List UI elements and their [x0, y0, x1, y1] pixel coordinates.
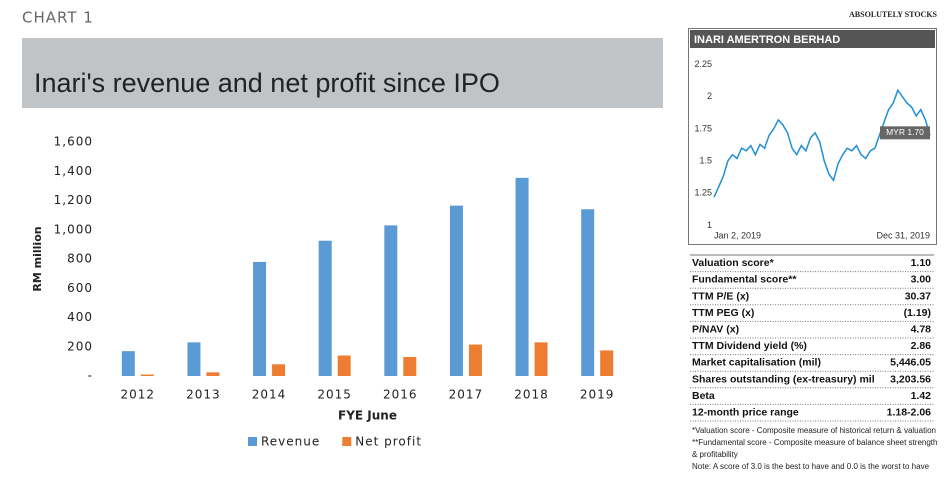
y-axis-title: RM million [31, 226, 44, 291]
legend-swatch [342, 437, 352, 446]
bar [534, 342, 548, 376]
y-tick-label: 1,000 [54, 222, 93, 236]
legend-label: Revenue [261, 435, 320, 449]
bar [449, 205, 463, 376]
y-tick-label: - [88, 369, 93, 383]
bar [272, 364, 286, 376]
bar [403, 356, 417, 376]
row-label: 12-month price range [692, 406, 799, 418]
y-tick-label: 1.5 [699, 155, 712, 165]
legend-swatch [248, 437, 257, 446]
x-tick-label: 2015 [317, 388, 352, 402]
bar [253, 261, 267, 376]
row-label: TTM PEG (x) [692, 307, 754, 319]
x-tick-label: Jan 2, 2019 [714, 230, 761, 240]
y-tick-label: 2.25 [694, 59, 712, 69]
x-tick-label: 2013 [186, 388, 221, 402]
bar [187, 342, 201, 376]
bar [121, 351, 135, 376]
annotation: MYR 1.70 [886, 127, 924, 137]
row-value: 1.10 [911, 257, 932, 269]
row-label: Fundamental score** [692, 274, 797, 286]
x-tick-label: 2017 [449, 388, 484, 402]
bar [318, 240, 332, 376]
title-band [22, 38, 663, 108]
row-label: TTM P/E (x) [692, 290, 749, 302]
x-tick-label: 2018 [514, 388, 549, 402]
chart-label: CHART 1 [22, 9, 94, 27]
row-value: 3,203.56 [890, 373, 931, 385]
bar [581, 209, 595, 376]
row-label: P/NAV (x) [692, 323, 739, 335]
y-tick-label: 1.75 [694, 123, 712, 133]
row-label: Beta [692, 390, 715, 402]
y-tick-label: 1,600 [54, 135, 93, 149]
row-value: 30.37 [905, 290, 931, 302]
row-value: 4.78 [911, 323, 932, 335]
chart-title: Inari's revenue and net profit since IPO [34, 68, 500, 98]
row-label: Valuation score* [692, 257, 775, 269]
x-tick-label: Dec 31, 2019 [876, 230, 930, 240]
row-value: 5,446.05 [890, 357, 931, 369]
bar [206, 372, 220, 376]
y-tick-label: 400 [67, 310, 93, 324]
note: & profitability [692, 450, 738, 459]
y-tick-label: 2 [707, 91, 712, 101]
stock-title-bar [690, 30, 935, 48]
annotation-box [880, 126, 930, 140]
row-value: 1.42 [911, 390, 932, 402]
bar [384, 225, 398, 376]
y-tick-label: 1.25 [694, 188, 712, 198]
bar [468, 344, 482, 376]
legend-label: Net profit [355, 435, 422, 449]
y-tick-label: 1,200 [54, 193, 93, 207]
x-tick-label: 2014 [252, 388, 287, 402]
y-tick-label: 200 [67, 339, 93, 353]
x-tick-label: 2019 [580, 388, 615, 402]
row-value: (1.19) [904, 307, 931, 319]
stock-title: INARI AMERTRON BERHAD [694, 34, 840, 46]
row-label: Shares outstanding (ex-treasury) mil [692, 373, 875, 385]
y-tick-label: 800 [67, 252, 93, 266]
bar [140, 374, 154, 376]
price-line [713, 88, 931, 198]
source: ABSOLUTELY STOCKS [849, 10, 938, 19]
x-tick-label: 2012 [121, 388, 156, 402]
bar [337, 355, 351, 376]
row-value: 1.18-2.06 [887, 406, 932, 418]
note: *Valuation score - Composite measure of … [692, 426, 936, 435]
bar [515, 177, 529, 376]
row-label: Market capitalisation (mil) [692, 357, 821, 369]
row-value: 2.86 [911, 340, 932, 352]
y-tick-label: 600 [67, 281, 93, 295]
row-label: TTM Dividend yield (%) [692, 340, 807, 352]
y-tick-label: 1 [707, 220, 712, 230]
note: Note: A score of 3.0 is the best to have… [692, 462, 930, 471]
x-tick-label: 2016 [383, 388, 418, 402]
x-axis-title: FYE June [338, 409, 397, 423]
row-value: 3.00 [911, 274, 932, 286]
bar [600, 350, 614, 376]
note: **Fundamental score - Composite measure … [692, 438, 937, 447]
y-tick-label: 1,400 [54, 164, 93, 178]
